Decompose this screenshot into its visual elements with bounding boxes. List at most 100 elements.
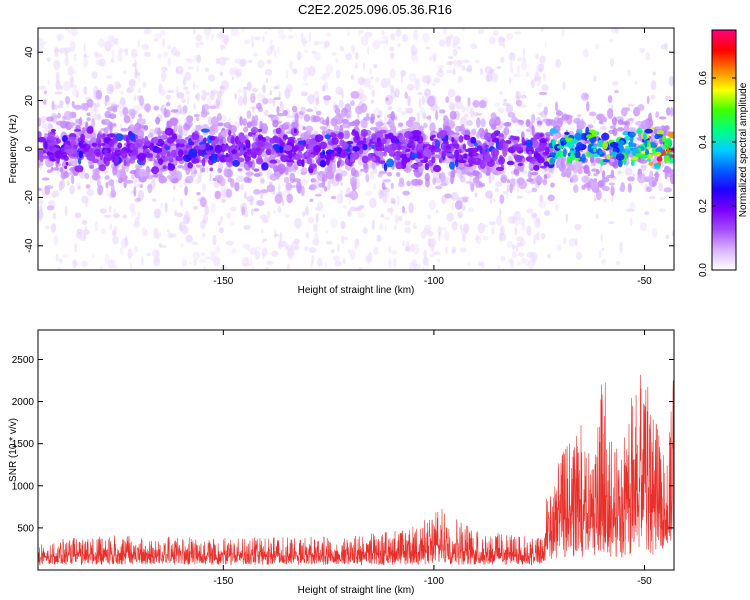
spectrogram-speckle bbox=[516, 185, 520, 193]
spectrogram-speckle bbox=[517, 252, 525, 257]
spectrogram-speckle bbox=[466, 120, 473, 127]
spectrogram-blob bbox=[263, 142, 273, 150]
spectrogram-speckle bbox=[201, 94, 207, 101]
spectrogram-blob bbox=[59, 166, 64, 173]
x-tick-label: -50 bbox=[637, 276, 652, 287]
spectrogram-blob bbox=[42, 99, 47, 105]
spectrogram-speckle bbox=[451, 103, 455, 111]
spectrogram-speckle bbox=[354, 207, 362, 212]
spectrogram-blob bbox=[427, 95, 436, 107]
spectrogram-speckle bbox=[338, 89, 344, 96]
spectrogram-blob bbox=[324, 154, 332, 160]
spectrogram-speckle bbox=[250, 257, 253, 268]
spectrogram-blob bbox=[122, 106, 129, 116]
spectrogram-blob bbox=[384, 133, 389, 140]
spectrogram-speckle bbox=[340, 182, 343, 187]
spectrogram-speckle bbox=[127, 248, 133, 260]
spectrogram-speckle bbox=[491, 174, 495, 181]
spectrogram-blob bbox=[282, 134, 288, 140]
spectrogram-blob bbox=[52, 167, 60, 171]
spectrogram-speckle bbox=[204, 205, 209, 216]
spectrogram-speckle bbox=[176, 65, 184, 75]
spectrogram-blob bbox=[406, 180, 411, 187]
spectrogram-speckle bbox=[347, 210, 352, 217]
spectrogram-blob bbox=[147, 183, 153, 194]
spectrogram-blob bbox=[41, 155, 50, 159]
spectrogram-blob bbox=[371, 160, 376, 170]
spectrogram-speckle bbox=[230, 206, 237, 212]
spectrogram-blob bbox=[217, 122, 224, 127]
spectrogram-blob bbox=[439, 157, 443, 162]
spectrogram-blob bbox=[78, 116, 83, 126]
spectrogram-blob bbox=[38, 159, 41, 169]
spectrogram-blob bbox=[525, 128, 531, 133]
spectrogram-blob bbox=[313, 144, 322, 153]
spectrogram-blob bbox=[120, 127, 128, 132]
spectrogram-speckle bbox=[536, 217, 541, 223]
spectrogram-speckle bbox=[218, 56, 227, 67]
spectrogram-speckle bbox=[370, 76, 373, 80]
spectrogram-blob bbox=[295, 181, 302, 191]
y-tick-label: 2000 bbox=[12, 397, 35, 408]
spectrogram-blob bbox=[108, 113, 117, 120]
spectrogram-blob bbox=[341, 118, 349, 124]
spectrogram-speckle bbox=[92, 254, 95, 259]
spectrogram-speckle bbox=[129, 261, 133, 270]
spectrogram-blob bbox=[449, 110, 457, 120]
spectrogram-blob bbox=[423, 122, 428, 128]
spectrogram-blob bbox=[81, 102, 86, 111]
spectrogram-speckle bbox=[451, 221, 458, 231]
spectrogram-blob bbox=[129, 143, 135, 151]
spectrogram-speckle bbox=[542, 72, 546, 81]
spectrogram-speckle bbox=[522, 56, 526, 63]
spectrogram-speckle bbox=[460, 224, 463, 230]
spectrogram-speckle bbox=[414, 263, 421, 270]
spectrogram-speckle bbox=[144, 229, 148, 236]
spectrogram-speckle bbox=[261, 247, 268, 257]
spectrogram-blob bbox=[478, 127, 485, 138]
spectrogram-speckle bbox=[437, 258, 440, 263]
spectrogram-speckle bbox=[128, 78, 136, 88]
spectrogram-blob bbox=[573, 117, 581, 124]
spectrogram-blob bbox=[448, 120, 456, 129]
spectrogram-speckle bbox=[423, 249, 427, 259]
spectrogram-blob bbox=[255, 147, 261, 152]
spectrogram-speckle bbox=[469, 43, 478, 50]
spectrogram-blob bbox=[232, 159, 240, 167]
spectrogram-speckle bbox=[257, 92, 264, 103]
spectrogram-speckle bbox=[539, 63, 544, 67]
spectrogram-blob bbox=[375, 121, 384, 127]
spectrogram-speckle bbox=[215, 97, 221, 109]
spectrogram-blob bbox=[86, 112, 91, 116]
spectrogram-speckle bbox=[598, 249, 602, 259]
spectrogram-speckle bbox=[109, 223, 113, 231]
spectrogram-speckle bbox=[73, 52, 78, 62]
spectrogram-blob bbox=[606, 154, 611, 160]
spectrogram-blob bbox=[138, 113, 143, 118]
spectrogram-blob bbox=[197, 149, 203, 157]
spectrogram-speckle bbox=[58, 258, 63, 264]
spectrogram-speckle bbox=[488, 36, 496, 45]
spectrogram-blob bbox=[617, 140, 625, 147]
spectrogram-blob bbox=[305, 125, 313, 133]
spectrogram-speckle bbox=[85, 199, 88, 208]
spectrogram-blob bbox=[144, 103, 151, 112]
spectrogram-blob bbox=[279, 145, 284, 154]
spectrogram-speckle bbox=[203, 28, 212, 36]
spectrogram-blob bbox=[188, 148, 198, 158]
spectrogram-speckle bbox=[265, 77, 268, 84]
spectrogram-speckle bbox=[457, 75, 462, 85]
spectrogram-blob bbox=[79, 144, 87, 149]
spectrogram-speckle bbox=[181, 98, 186, 104]
spectrogram-speckle bbox=[464, 113, 469, 118]
spectrogram-blob bbox=[113, 155, 120, 165]
spectrogram-speckle bbox=[394, 88, 400, 98]
spectrogram-speckle bbox=[271, 250, 279, 257]
spectrogram-speckle bbox=[59, 47, 65, 54]
spectrogram-blob bbox=[355, 105, 364, 115]
spectrogram-blob bbox=[101, 119, 106, 125]
spectrogram-blob bbox=[422, 148, 432, 157]
spectrogram-speckle bbox=[330, 249, 335, 254]
spectrogram-blob bbox=[667, 146, 671, 155]
spectrogram-blob bbox=[245, 155, 250, 163]
